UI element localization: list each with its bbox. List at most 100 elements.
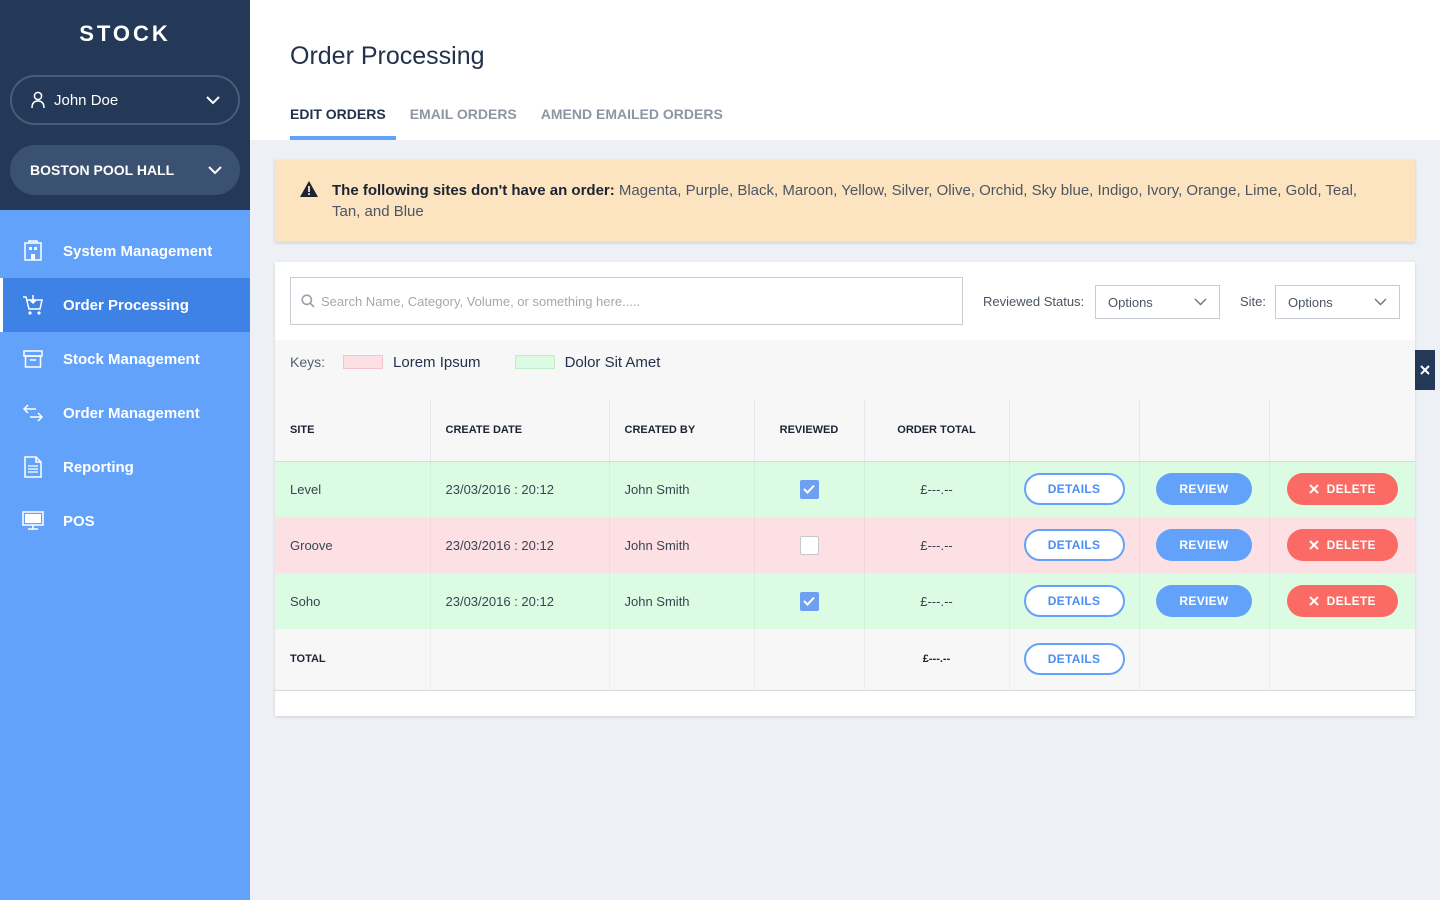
review-button[interactable]: REVIEW	[1156, 585, 1252, 617]
cell-empty	[429, 629, 609, 691]
site-filter-value: Options	[1288, 294, 1333, 310]
tab-email-orders[interactable]: EMAIL ORDERS	[409, 106, 517, 122]
document-icon	[22, 456, 44, 478]
check-icon	[803, 485, 815, 495]
cell-order-total: £---.--	[863, 461, 1009, 517]
column-header-blank	[1008, 400, 1139, 462]
delete-button[interactable]: DELETE	[1286, 473, 1398, 506]
cell-order-total: £---.--	[863, 573, 1009, 629]
close-icon	[1308, 596, 1319, 606]
tab-edit-orders[interactable]: EDIT ORDERS	[290, 106, 396, 140]
total-details-button[interactable]: DETAILS	[1023, 643, 1125, 676]
sidebar-item-label: POS	[63, 512, 95, 530]
reviewed-status-label: Reviewed Status:	[983, 294, 1085, 309]
sidebar: STOCK John Doe BOSTON POOL HALL System M…	[0, 0, 250, 900]
reviewed-status-select[interactable]: Options	[1095, 285, 1220, 319]
cell-review: REVIEW	[1138, 573, 1269, 629]
venue-name: BOSTON POOL HALL	[30, 162, 175, 178]
sidebar-item-system-management[interactable]: System Management	[0, 224, 250, 278]
reviewed-status-value: Options	[1108, 294, 1153, 310]
site-filter-select[interactable]: Options	[1275, 285, 1400, 319]
tab-bar: EDIT ORDERS EMAIL ORDERS AMEND EMAILED O…	[290, 106, 747, 140]
sidebar-item-order-management[interactable]: Order Management	[0, 386, 250, 440]
cell-site: Groove	[275, 517, 430, 573]
cell-empty	[608, 629, 754, 691]
chevron-down-icon	[1374, 298, 1387, 306]
sidebar-item-pos[interactable]: POS	[0, 494, 250, 548]
cart-icon	[22, 294, 44, 316]
column-header-reviewed: REVIEWED	[753, 400, 864, 462]
review-button[interactable]: REVIEW	[1156, 529, 1252, 561]
reviewed-checkbox[interactable]	[799, 479, 819, 499]
cell-empty	[1138, 629, 1269, 691]
cell-delete: DELETE	[1268, 461, 1415, 517]
sidebar-item-label: Order Processing	[63, 296, 189, 314]
details-button[interactable]: DETAILS	[1023, 585, 1125, 617]
key-label: Dolor Sit Amet	[564, 353, 661, 371]
alert-heading: The following sites don't have an order:	[332, 182, 615, 199]
table-header-row: SITE CREATE DATE CREATED BY REVIEWED ORD…	[275, 400, 1415, 462]
user-icon	[31, 91, 45, 109]
missing-orders-alert: The following sites don't have an order:…	[275, 160, 1415, 242]
delete-button[interactable]: DELETE	[1286, 585, 1398, 617]
search-box[interactable]	[290, 277, 963, 325]
cell-created-by: John Smith	[608, 573, 754, 629]
building-icon	[22, 240, 44, 262]
sidebar-item-reporting[interactable]: Reporting	[0, 440, 250, 494]
total-order-amount: £---.--	[863, 629, 1009, 691]
venue-dropdown[interactable]: BOSTON POOL HALL	[10, 145, 240, 195]
sidebar-item-label: Order Management	[63, 404, 200, 422]
cell-created-by: John Smith	[608, 461, 754, 517]
column-header-created-by: CREATED BY	[608, 400, 754, 462]
orders-table: SITE CREATE DATE CREATED BY REVIEWED ORD…	[275, 400, 1415, 691]
cell-details: DETAILS	[1008, 517, 1139, 573]
reviewed-checkbox[interactable]	[799, 591, 819, 611]
delete-label: DELETE	[1326, 538, 1376, 552]
check-icon	[803, 596, 815, 606]
cell-reviewed	[753, 461, 864, 517]
review-button[interactable]: REVIEW	[1156, 473, 1252, 506]
table-total-row: TOTAL £---.-- DETAILS	[275, 629, 1415, 691]
column-header-order-total: ORDER TOTAL	[863, 400, 1009, 462]
close-icon	[1308, 484, 1319, 494]
sidebar-item-stock-management[interactable]: Stock Management	[0, 332, 250, 386]
page-title: Order Processing	[290, 42, 485, 70]
tab-amend-emailed-orders[interactable]: AMEND EMAILED ORDERS	[540, 106, 723, 122]
close-panel-button[interactable]	[1415, 350, 1435, 390]
cell-create-date: 23/03/2016 : 20:12	[429, 517, 609, 573]
cell-create-date: 23/03/2016 : 20:12	[429, 461, 609, 517]
cell-empty	[1268, 629, 1415, 691]
cell-details: DETAILS	[1008, 573, 1139, 629]
chevron-down-icon	[206, 95, 220, 104]
warning-icon	[300, 181, 318, 197]
cell-delete: DELETE	[1268, 517, 1415, 573]
cell-details: DETAILS	[1008, 629, 1139, 691]
column-header-blank	[1268, 400, 1415, 462]
details-button[interactable]: DETAILS	[1023, 473, 1125, 506]
brand-logo: STOCK	[79, 21, 171, 46]
monitor-icon	[22, 510, 44, 532]
sidebar-item-label: Reporting	[63, 458, 134, 476]
cell-created-by: John Smith	[608, 517, 754, 573]
reviewed-checkbox[interactable]	[799, 535, 819, 555]
cell-create-date: 23/03/2016 : 20:12	[429, 573, 609, 629]
legend-keys: Keys: Lorem Ipsum Dolor Sit Amet	[275, 340, 1415, 400]
cell-site: Level	[275, 461, 430, 517]
table-row: Soho 23/03/2016 : 20:12 John Smith £---.…	[275, 573, 1415, 629]
archive-box-icon	[22, 348, 44, 370]
chevron-down-icon	[1194, 298, 1207, 306]
search-input[interactable]	[321, 293, 921, 309]
sidebar-item-order-processing[interactable]: Order Processing	[0, 278, 250, 332]
delete-button[interactable]: DELETE	[1286, 529, 1398, 561]
column-header-create-date: CREATE DATE	[429, 400, 609, 462]
page-header: Order Processing EDIT ORDERS EMAIL ORDER…	[250, 0, 1440, 140]
table-row: Groove 23/03/2016 : 20:12 John Smith £--…	[275, 517, 1415, 573]
cell-review: REVIEW	[1138, 461, 1269, 517]
user-dropdown[interactable]: John Doe	[10, 75, 240, 125]
details-button[interactable]: DETAILS	[1023, 529, 1125, 561]
cell-reviewed	[753, 517, 864, 573]
exchange-arrows-icon	[22, 402, 44, 424]
table-row: Level 23/03/2016 : 20:12 John Smith £---…	[275, 461, 1415, 517]
column-header-site: SITE	[275, 400, 430, 462]
key-swatch-pink	[343, 355, 384, 369]
